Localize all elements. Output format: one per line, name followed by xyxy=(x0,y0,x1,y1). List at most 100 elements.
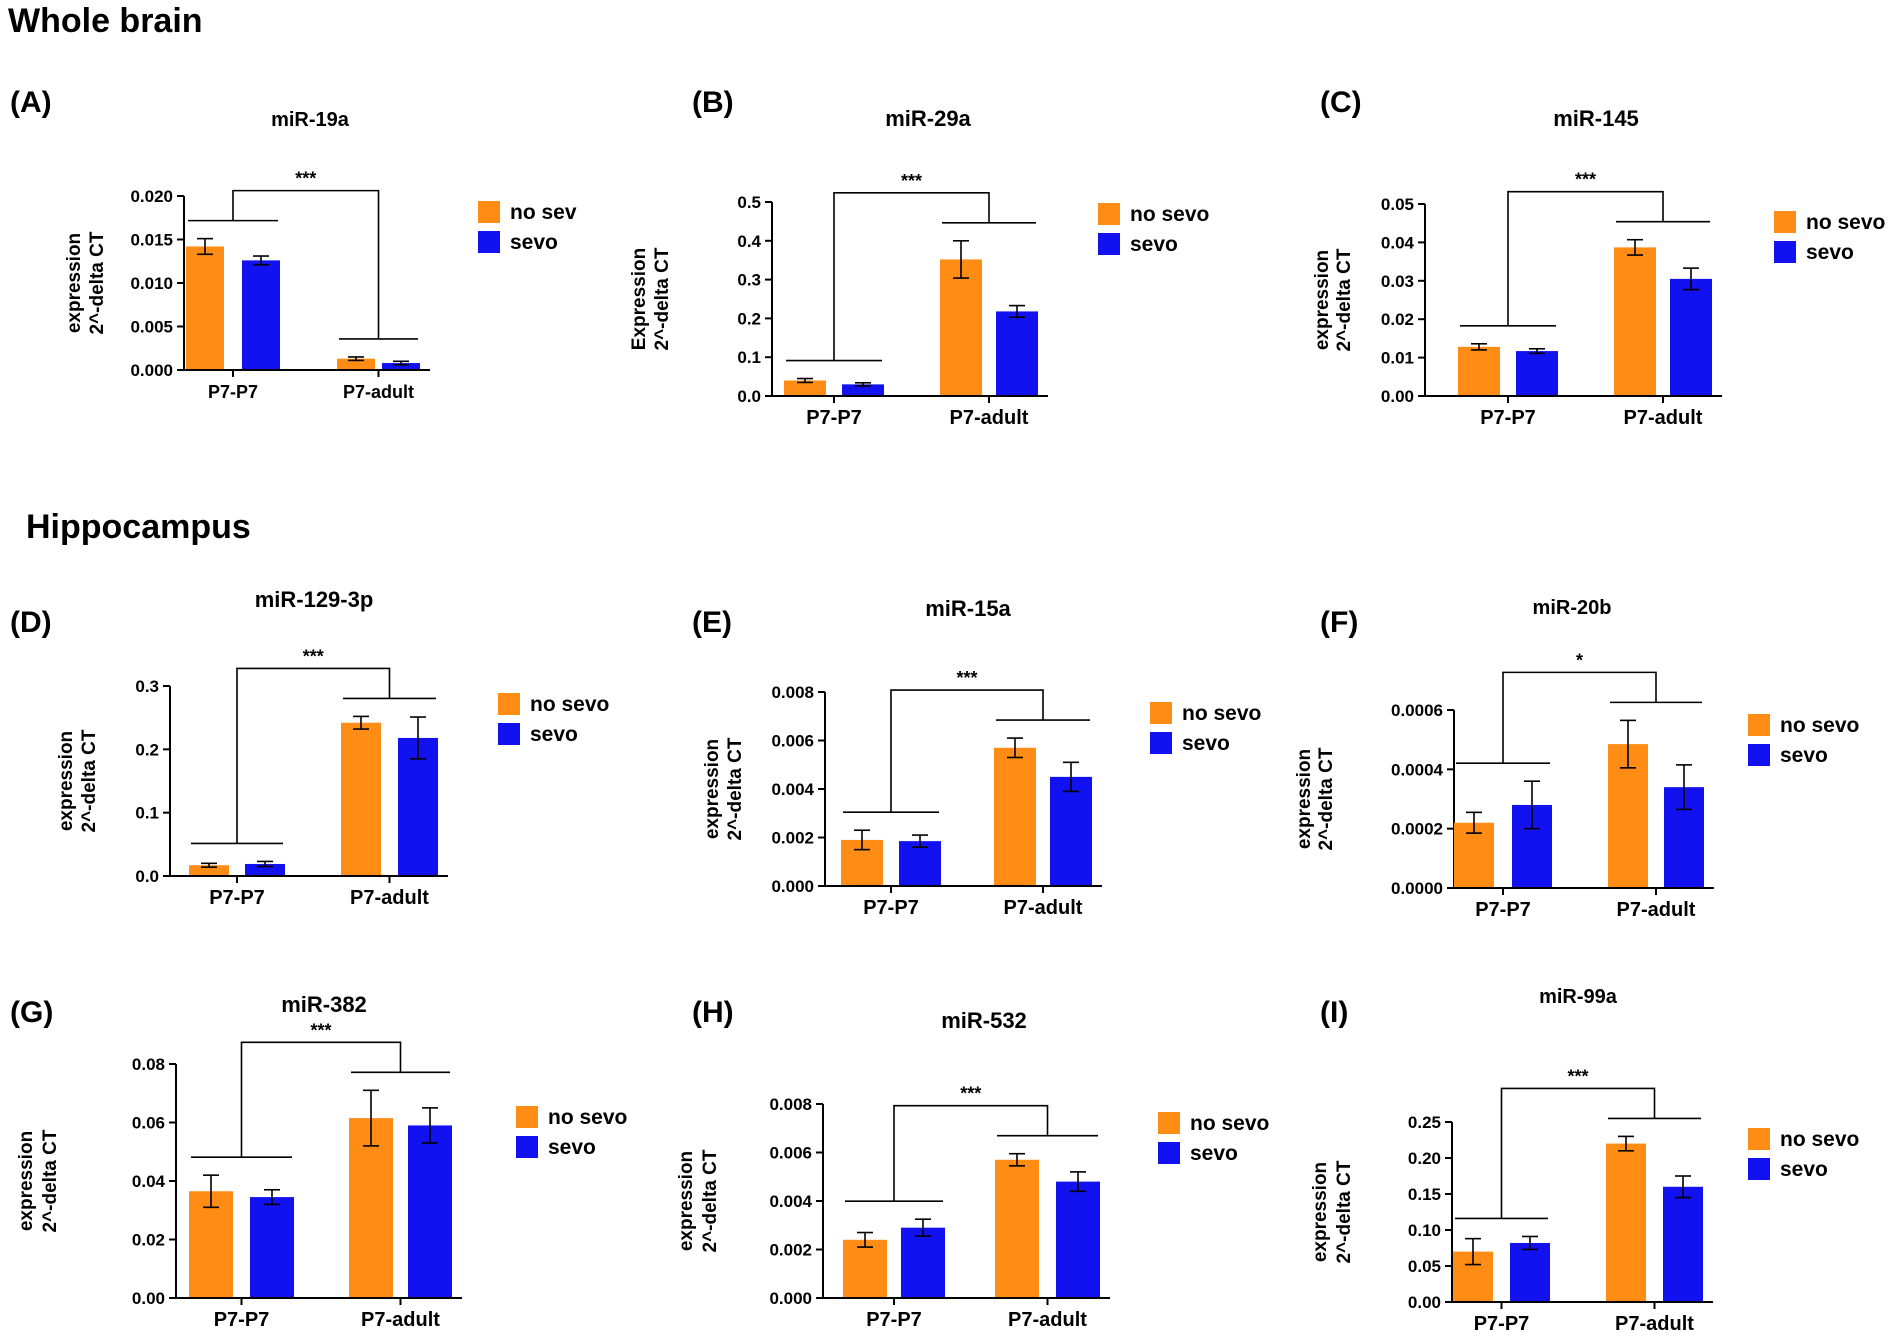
chart-panel: (C) miR-145 0.00 0.01 0.02 0.03 0.04 0.05 expres… xyxy=(1312,86,1885,429)
y-tick-label: 0.015 xyxy=(130,231,173,250)
bar xyxy=(250,1197,294,1298)
y-axis-label: Expression xyxy=(629,248,650,350)
bar xyxy=(901,1227,945,1298)
y-axis-label: expression xyxy=(1310,1162,1331,1262)
legend-label: sevo xyxy=(548,1136,596,1159)
y-tick-label: 0.5 xyxy=(737,193,761,212)
panel-label: (D) xyxy=(10,606,52,639)
y-tick-label: 0.010 xyxy=(130,274,173,293)
x-tick-label: P7-adult xyxy=(1617,899,1696,921)
y-axis-label: 2^-delta CT xyxy=(1334,1160,1355,1263)
significance-label: *** xyxy=(303,646,324,666)
bar xyxy=(784,380,826,396)
y-tick-label: 0.2 xyxy=(135,740,159,759)
bar xyxy=(842,384,884,396)
section-title-whole-brain: Whole brain xyxy=(8,2,203,40)
legend-swatch xyxy=(1150,732,1172,754)
y-tick-label: 0.004 xyxy=(771,780,814,799)
y-tick-label: 0.03 xyxy=(1381,272,1414,291)
significance-bracket xyxy=(833,192,990,361)
significance-bracket xyxy=(1502,671,1657,764)
chart-panel: (H) miR-532 0.000 0.002 0.004 0.006 0.008 expre… xyxy=(676,996,1269,1331)
bar xyxy=(349,1118,393,1298)
y-tick-label: 0.1 xyxy=(135,804,159,823)
chart-panel: (B) miR-29a 0.0 0.1 0.2 0.3 0.4 0.5 Expression 2^… xyxy=(629,86,1209,429)
x-tick-label: P7-P7 xyxy=(866,1309,922,1331)
x-tick-label: P7-adult xyxy=(950,407,1029,429)
bar xyxy=(1606,1143,1646,1302)
y-tick-label: 0.020 xyxy=(130,187,173,206)
y-tick-label: 0.3 xyxy=(737,271,761,290)
y-tick-label: 0.01 xyxy=(1381,349,1414,368)
bar xyxy=(940,259,982,396)
y-tick-label: 0.005 xyxy=(130,318,173,337)
legend-swatch xyxy=(1158,1112,1180,1134)
legend-swatch xyxy=(478,231,500,253)
panel-label: (C) xyxy=(1320,86,1362,119)
bar xyxy=(245,863,285,876)
y-axis-label: expression xyxy=(702,739,723,839)
y-axis-label: expression xyxy=(1312,250,1333,350)
y-tick-label: 0.4 xyxy=(737,232,761,251)
y-tick-label: 0.10 xyxy=(1408,1221,1441,1240)
y-axis-label: 2^-delta CT xyxy=(1316,747,1337,850)
panels: (A) miR-19a 0.000 0.005 0.010 0.015 0.020 expre… xyxy=(10,86,1885,1335)
legend-label: sevo xyxy=(530,723,578,746)
bar xyxy=(994,747,1036,886)
x-tick-label: P7-P7 xyxy=(1480,407,1536,429)
y-axis-label: expression xyxy=(64,233,85,333)
x-tick-label: P7-adult xyxy=(1624,407,1703,429)
chart-title: miR-532 xyxy=(941,1008,1027,1033)
y-tick-label: 0.04 xyxy=(132,1172,166,1191)
chart-panel: (I) miR-99a 0.00 0.05 0.10 0.15 0.20 0.25 expres… xyxy=(1310,986,1859,1335)
bar xyxy=(1516,351,1558,396)
legend-label: no sevo xyxy=(530,693,609,716)
legend-swatch xyxy=(516,1136,538,1158)
y-tick-label: 0.0 xyxy=(737,387,761,406)
legend-swatch xyxy=(1774,241,1796,263)
x-tick-label: P7-adult xyxy=(1008,1309,1087,1331)
x-tick-label: P7-P7 xyxy=(1474,1313,1530,1335)
y-tick-label: 0.1 xyxy=(737,348,761,367)
bar xyxy=(1050,776,1092,886)
bar xyxy=(1510,1242,1550,1302)
legend-swatch xyxy=(1748,744,1770,766)
legend-swatch xyxy=(1150,702,1172,724)
y-tick-label: 0.02 xyxy=(1381,310,1414,329)
y-axis-label: 2^-delta CT xyxy=(40,1129,61,1232)
x-tick-label: P7-P7 xyxy=(209,887,265,909)
bar xyxy=(1670,278,1712,396)
y-axis-label: 2^-delta CT xyxy=(87,231,108,334)
y-tick-label: 0.00 xyxy=(1381,387,1414,406)
chart-panel: (D) miR-129-3p 0.0 0.1 0.2 0.3 expression 2^-de… xyxy=(10,587,609,909)
bar xyxy=(189,865,229,876)
bar xyxy=(408,1125,452,1298)
y-axis-label: expression xyxy=(56,731,77,831)
significance-bracket xyxy=(1507,190,1664,326)
legend-label: no sevo xyxy=(1780,1128,1859,1151)
bar xyxy=(242,260,280,370)
legend-label: sevo xyxy=(510,231,558,254)
legend-label: no sevo xyxy=(1806,211,1885,234)
y-tick-label: 0.06 xyxy=(132,1114,165,1133)
legend-swatch xyxy=(498,693,520,715)
y-tick-label: 0.00 xyxy=(1408,1293,1441,1312)
y-tick-label: 0.006 xyxy=(769,1144,812,1163)
panel-label: (E) xyxy=(692,606,732,639)
significance-bracket xyxy=(1500,1087,1656,1219)
y-axis-label: expression xyxy=(16,1131,37,1231)
panel-label: (A) xyxy=(10,86,52,119)
chart-title: miR-145 xyxy=(1553,106,1639,131)
legend-swatch xyxy=(1774,211,1796,233)
y-tick-label: 0.2 xyxy=(737,309,761,328)
bar xyxy=(1614,247,1656,396)
y-tick-label: 0.0 xyxy=(135,867,159,886)
y-tick-label: 0.0000 xyxy=(1391,879,1443,898)
y-tick-label: 0.000 xyxy=(130,361,173,380)
chart-title: miR-382 xyxy=(281,992,367,1017)
chart-title: miR-15a xyxy=(925,596,1011,621)
bar xyxy=(189,1191,233,1298)
section-title-hippocampus: Hippocampus xyxy=(26,508,251,546)
bar xyxy=(382,363,420,370)
legend-swatch xyxy=(1098,233,1120,255)
